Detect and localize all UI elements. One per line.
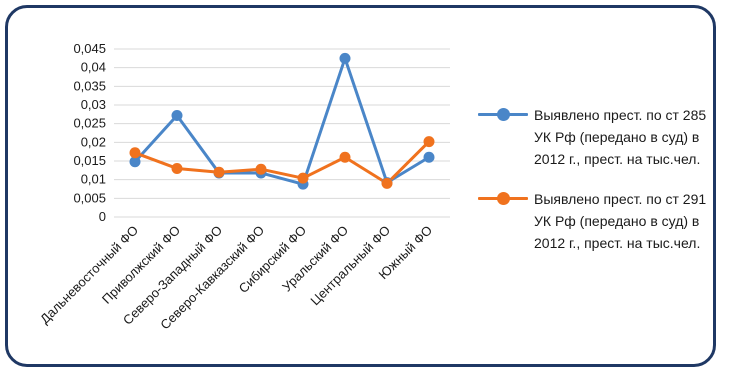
legend-item-291: Выявлено прест. по ст 291 УК Рф (передан… <box>478 188 713 254</box>
y-tick-label: 0,03 <box>81 97 106 112</box>
series-group <box>129 52 435 190</box>
data-point-s2-8 <box>423 136 435 148</box>
data-point-s1-6 <box>339 52 351 64</box>
data-point-s1-1 <box>129 156 141 168</box>
y-tick-label: 0,015 <box>73 153 106 168</box>
legend-label-285: Выявлено прест. по ст 285 УК Рф (передан… <box>534 107 707 167</box>
data-point-s1-2 <box>171 109 183 121</box>
legend-label-291: Выявлено прест. по ст 291 УК Рф (передан… <box>534 191 707 251</box>
legend-swatch-285 <box>478 108 528 121</box>
x-tick-label: Приволжский ФО <box>99 223 183 307</box>
data-point-s2-1 <box>129 147 141 159</box>
y-tick-label: 0,035 <box>73 78 106 93</box>
legend-item-285: Выявлено прест. по ст 285 УК Рф (передан… <box>478 104 713 170</box>
y-tick-label: 0,02 <box>81 134 106 149</box>
data-point-s2-6 <box>339 151 351 163</box>
y-tick-label: 0,005 <box>73 190 106 205</box>
y-tick-label: 0,01 <box>81 172 106 187</box>
data-point-s2-2 <box>171 162 183 174</box>
data-point-s2-5 <box>297 172 309 184</box>
y-axis-ticks: 0 0,005 0,01 0,015 0,02 0,025 0,03 0,035 0,04 0,0… <box>73 41 106 224</box>
x-tick-label: Центральный ФО <box>307 223 393 309</box>
legend-swatch-291 <box>478 192 528 205</box>
data-point-s2-3 <box>213 166 225 178</box>
y-tick-label: 0 <box>99 209 106 224</box>
y-tick-label: 0,025 <box>73 116 106 131</box>
series-line-1 <box>133 56 430 186</box>
legend: Выявлено прест. по ст 285 УК Рф (передан… <box>478 104 713 272</box>
data-point-s2-4 <box>255 163 267 175</box>
y-tick-label: 0,04 <box>81 60 106 75</box>
line-chart: 0 0,005 0,01 0,015 0,02 0,025 0,03 0,035 0,04 0,0… <box>37 41 450 333</box>
series-line-2 <box>134 140 431 185</box>
chart-frame: 0 0,005 0,01 0,015 0,02 0,025 0,03 0,035 0,04 0,0… <box>5 5 716 367</box>
y-tick-label: 0,045 <box>73 41 106 56</box>
data-point-s1-8 <box>423 151 435 163</box>
data-point-s2-7 <box>381 177 393 189</box>
gridlines <box>114 48 450 218</box>
